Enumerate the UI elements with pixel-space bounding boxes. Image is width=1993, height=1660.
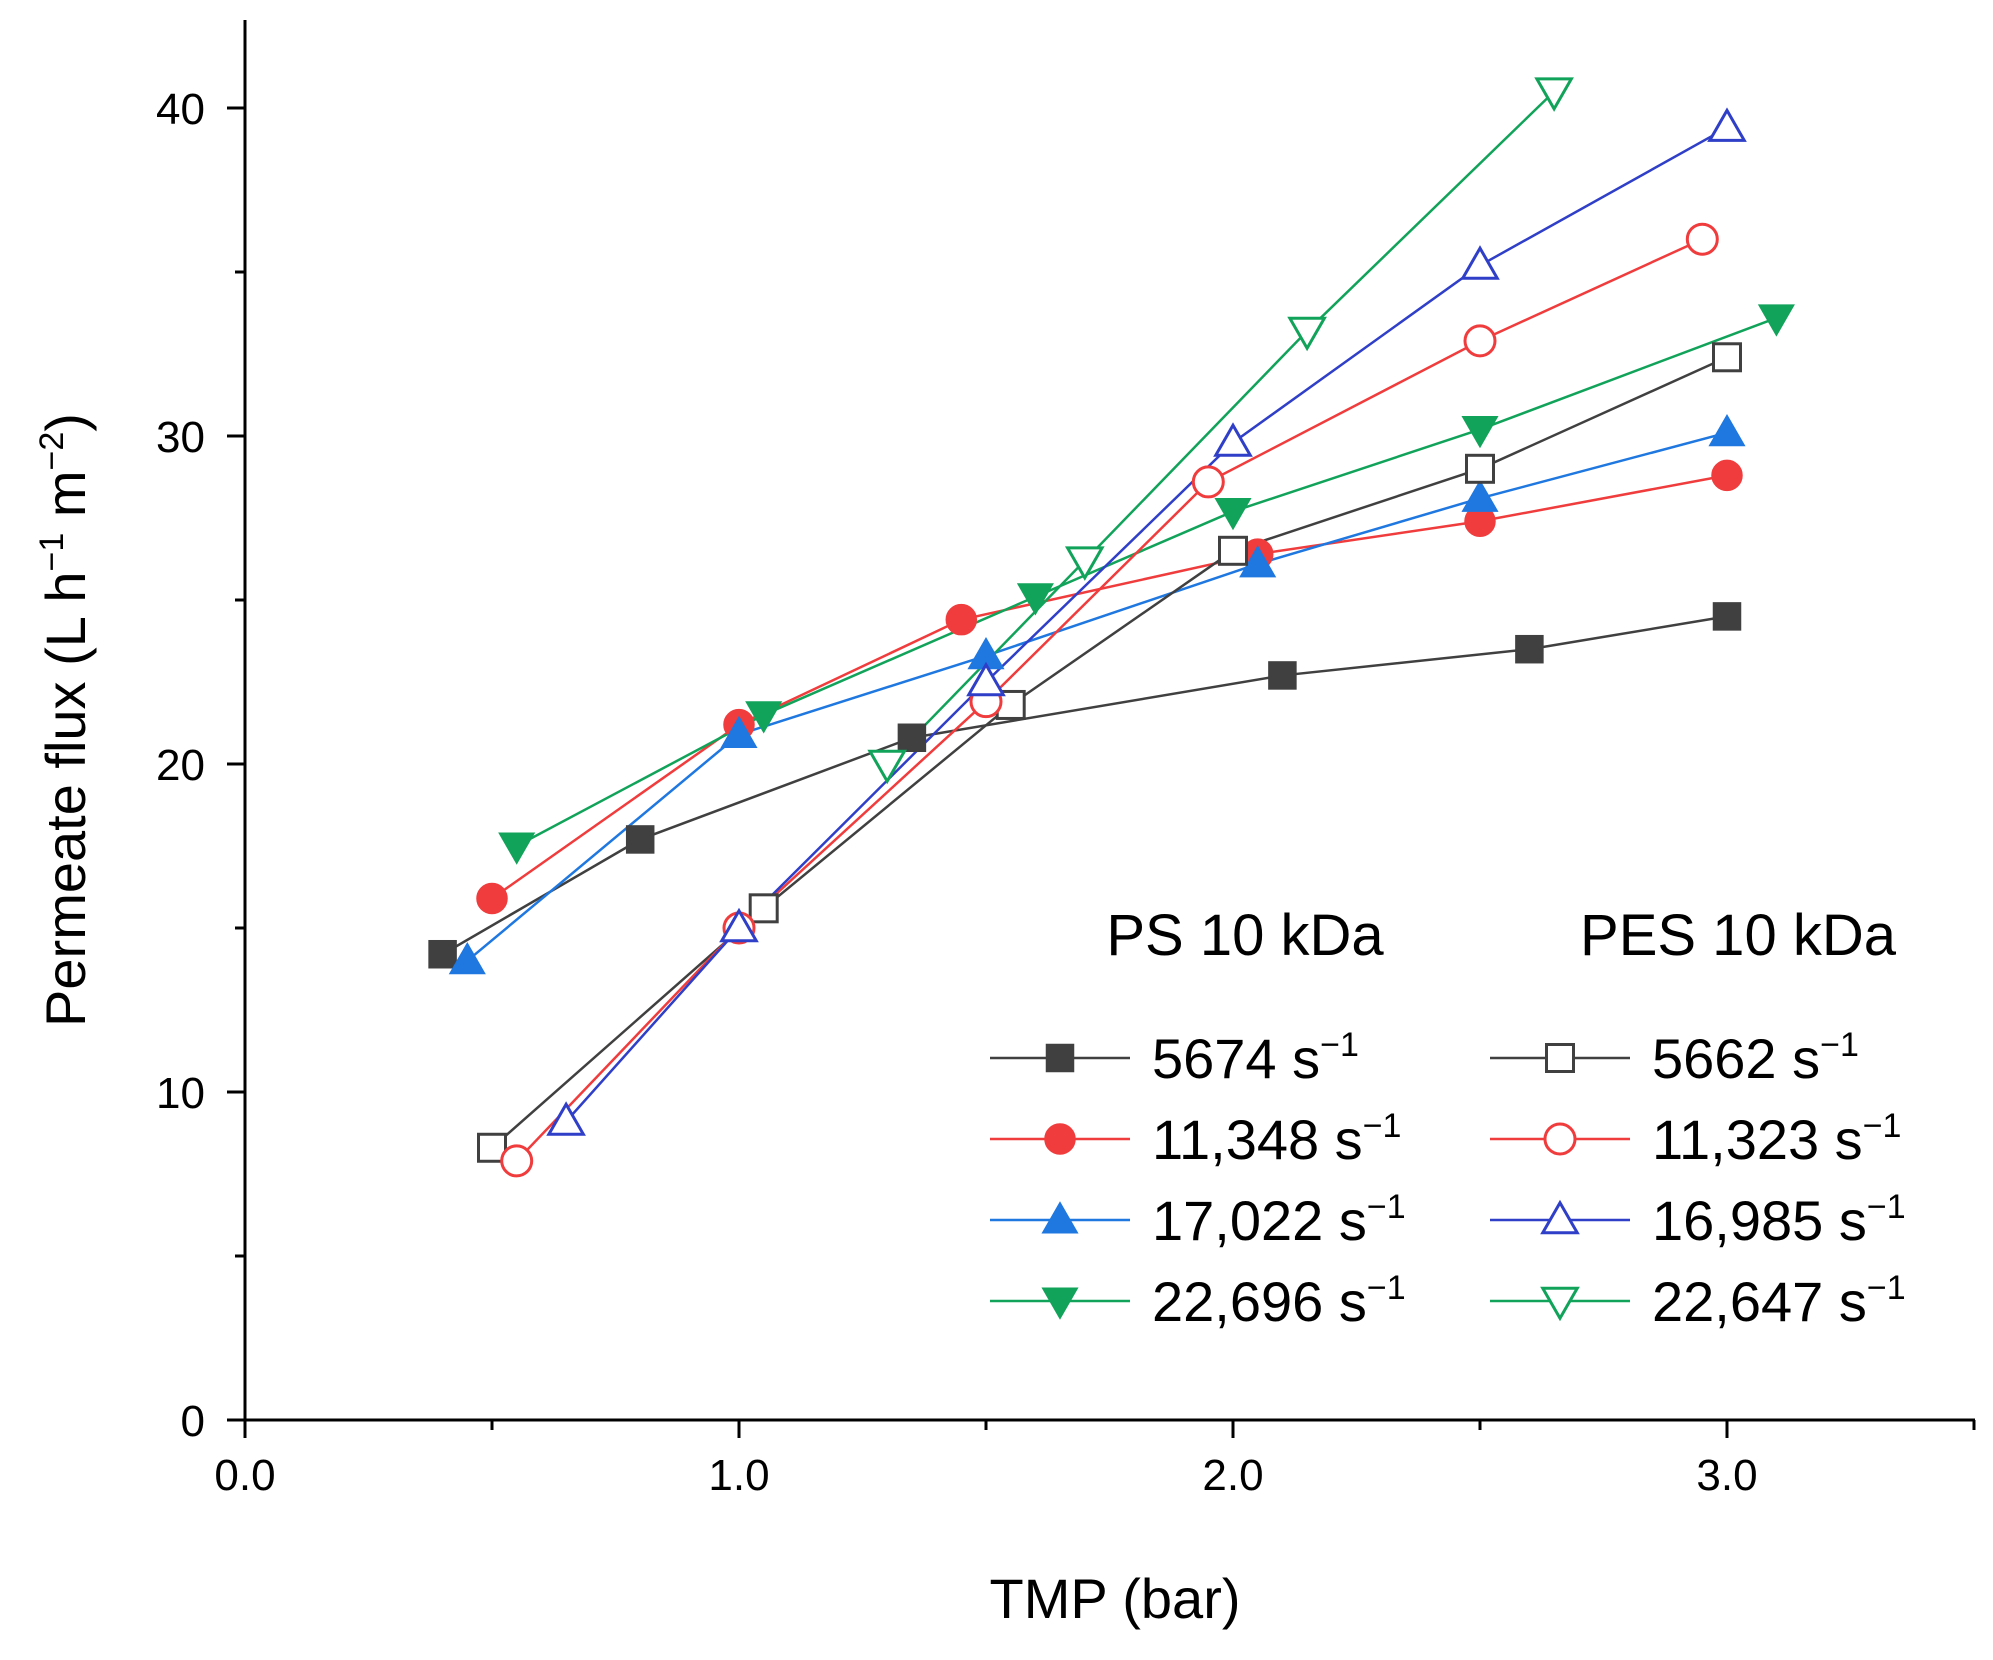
data-point-s3-p3 <box>1214 497 1252 531</box>
data-point-s2-p4 <box>1461 479 1499 512</box>
data-point-s3-p0 <box>498 832 536 865</box>
data-point-s5-p3 <box>1191 465 1225 499</box>
data-point-s4-p3 <box>1218 535 1248 566</box>
data-point-s7-p0 <box>867 749 908 785</box>
legend-marker-7 <box>1540 1286 1580 1322</box>
legend-group-title-pes: PES 10 kDa <box>1580 903 1897 968</box>
data-point-s3-p2 <box>1016 583 1054 616</box>
data-point-s4-p1 <box>748 893 779 924</box>
y-axis-title: Permeate flux (L h−1 m−2) <box>33 413 97 1027</box>
legend: PS 10 kDa PES 10 kDa 5674 s−1 11,348 s−1 17,… <box>990 903 1906 1333</box>
data-point-s3-p5 <box>1757 304 1795 337</box>
x-axis-title: TMP (bar) <box>990 1567 1241 1630</box>
legend-marker-6 <box>1540 1199 1580 1235</box>
series-line-5 <box>515 238 1703 1162</box>
series-line-2 <box>466 431 1728 962</box>
series-markers <box>428 77 1795 1178</box>
data-point-s7-p1 <box>1064 546 1105 581</box>
legend-marker-3 <box>1041 1287 1079 1320</box>
series-line-6 <box>565 126 1728 1123</box>
series-lines <box>441 90 1777 1162</box>
series-line-0 <box>441 615 1728 956</box>
data-point-s0-p4 <box>1515 634 1544 664</box>
x-tick-label: 3.0 <box>1696 1451 1757 1500</box>
data-point-s2-p1 <box>720 715 758 748</box>
legend-label-1: 11,348 s−1 <box>1152 1107 1401 1171</box>
data-point-s5-p0 <box>500 1144 534 1178</box>
legend-marker-0 <box>1045 1043 1075 1073</box>
series-line-4 <box>491 356 1728 1149</box>
legend-marker-1 <box>1044 1123 1076 1155</box>
data-point-s6-p0 <box>546 1101 586 1136</box>
data-point-s6-p5 <box>1707 107 1747 142</box>
y-tick-label: 10 <box>156 1069 205 1118</box>
legend-label-5: 11,323 s−1 <box>1652 1107 1901 1171</box>
legend-label-3: 22,696 s−1 <box>1152 1269 1406 1333</box>
legend-marker-2 <box>1041 1201 1079 1234</box>
x-tick-label: 1.0 <box>708 1451 769 1500</box>
legend-label-2: 17,022 s−1 <box>1152 1188 1406 1252</box>
data-point-s5-p4 <box>1463 324 1497 358</box>
legend-marker-5 <box>1543 1122 1577 1156</box>
legend-label-7: 22,647 s−1 <box>1652 1269 1906 1333</box>
data-point-s2-p5 <box>1708 413 1746 447</box>
y-tick-label: 0 <box>181 1397 205 1446</box>
data-point-s1-p0 <box>476 882 508 915</box>
series-line-1 <box>491 474 1728 900</box>
x-tick-label: 0.0 <box>214 1451 275 1500</box>
data-point-s1-p5 <box>1711 459 1743 492</box>
data-point-s0-p2 <box>897 723 927 753</box>
data-point-s0-p5 <box>1712 602 1742 631</box>
legend-group-title-ps: PS 10 kDa <box>1106 903 1384 968</box>
data-point-s0-p0 <box>428 939 457 969</box>
series-line-3 <box>516 316 1777 848</box>
data-point-s0-p1 <box>625 825 655 854</box>
data-point-s6-p2 <box>966 661 1006 697</box>
data-point-s6-p4 <box>1460 245 1500 280</box>
y-tick-label: 30 <box>156 413 205 462</box>
legend-label-0: 5674 s−1 <box>1152 1026 1359 1090</box>
data-point-s3-p4 <box>1461 415 1499 449</box>
data-point-s5-p5 <box>1685 222 1719 256</box>
data-point-s7-p2 <box>1287 316 1327 352</box>
x-tick-label: 2.0 <box>1202 1451 1263 1500</box>
data-point-s2-p0 <box>448 942 486 975</box>
data-point-s0-p3 <box>1268 661 1297 690</box>
data-point-s7-p3 <box>1534 77 1574 112</box>
data-point-s2-p3 <box>1239 545 1277 578</box>
y-tick-label: 40 <box>156 85 205 134</box>
data-point-s4-p4 <box>1465 453 1495 484</box>
legend-label-4: 5662 s−1 <box>1652 1026 1859 1090</box>
data-point-s1-p2 <box>945 603 978 636</box>
y-tick-label: 20 <box>156 741 205 790</box>
legend-marker-4 <box>1545 1043 1575 1073</box>
axes: 0.0 1.0 2.0 3.0 0 10 20 30 40 <box>156 20 1976 1500</box>
data-point-s6-p3 <box>1213 422 1253 457</box>
data-point-s6-p1 <box>719 907 759 943</box>
data-point-s3-p1 <box>745 701 783 734</box>
data-point-s4-p5 <box>1712 342 1742 373</box>
legend-label-6: 16,985 s−1 <box>1652 1188 1906 1252</box>
